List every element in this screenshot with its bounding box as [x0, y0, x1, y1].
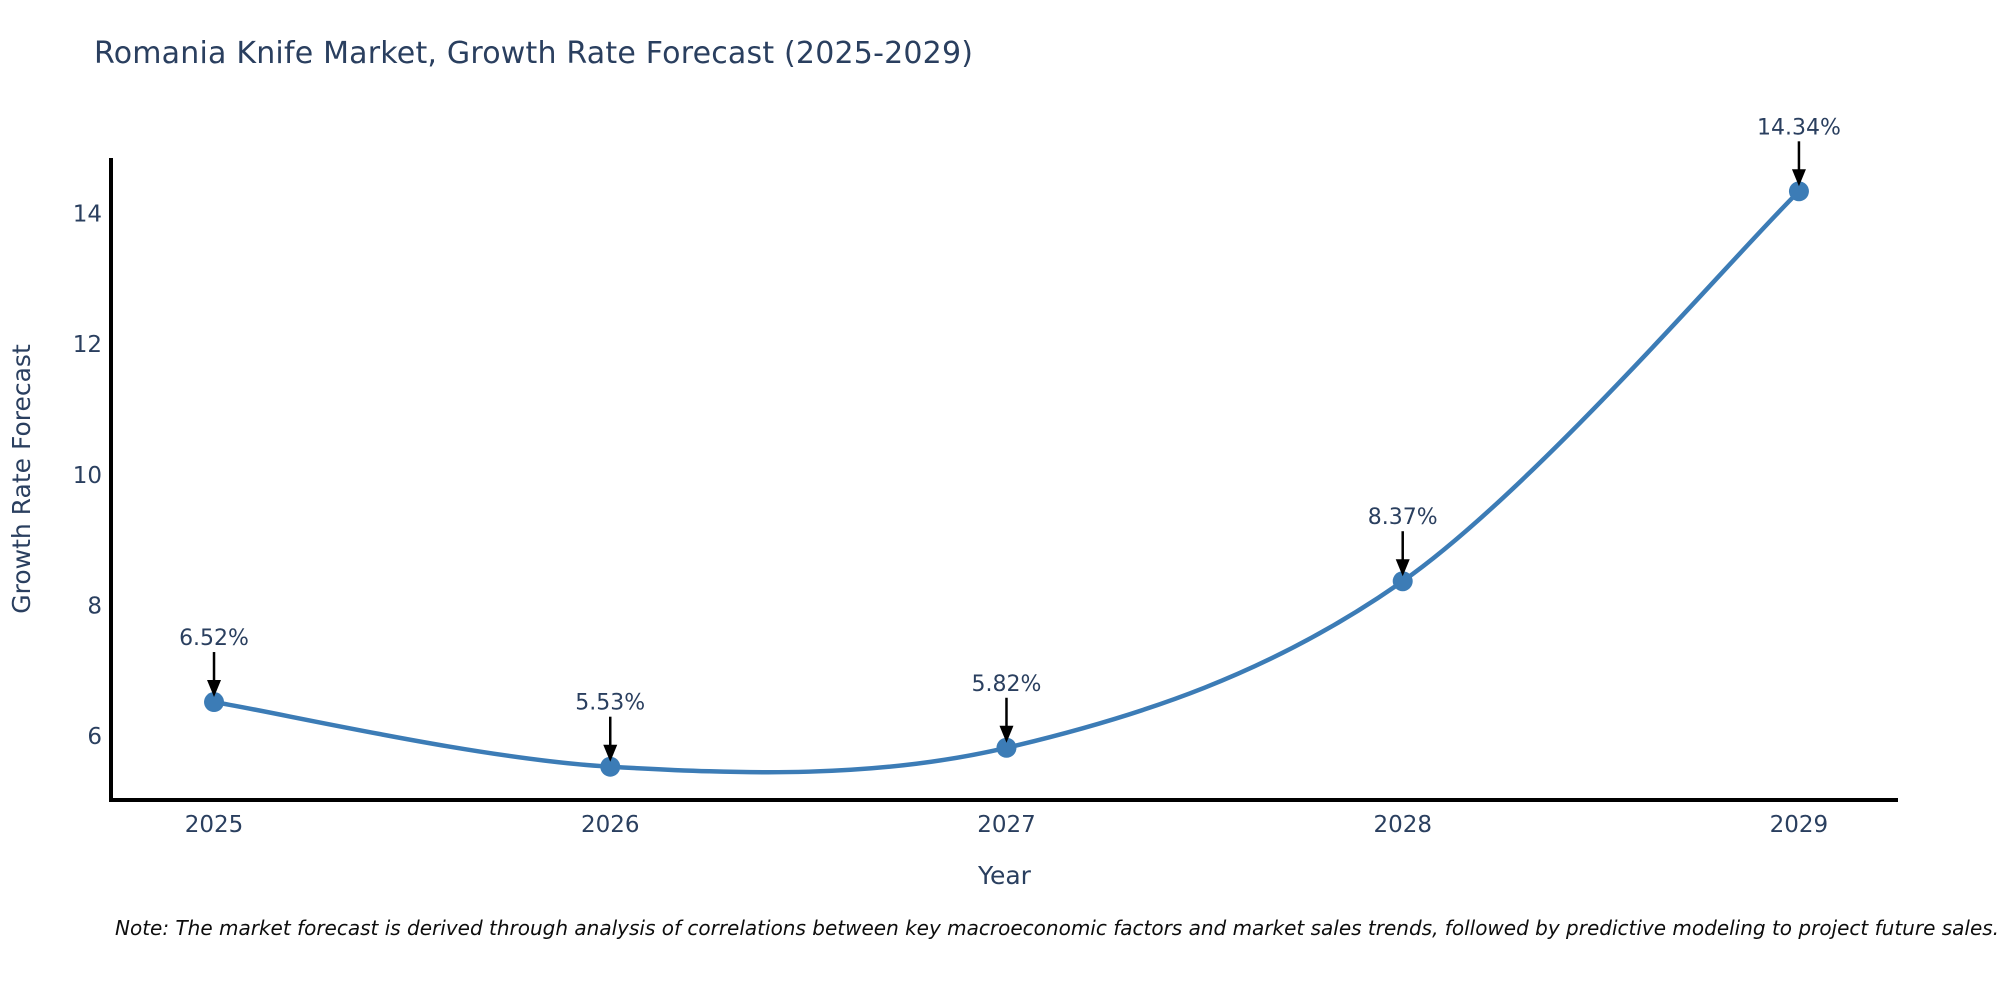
annotation-arrowhead [1791, 169, 1806, 187]
annotation-arrowhead [603, 744, 618, 762]
annotation-label: 6.52% [179, 626, 249, 651]
annotation-label: 8.37% [1368, 505, 1438, 530]
annotation-arrowhead [999, 725, 1014, 743]
annotation-label: 5.82% [972, 672, 1042, 697]
annotation-arrowhead [1395, 559, 1410, 577]
y-tick-label: 10 [73, 463, 102, 489]
axis-lines [109, 158, 1898, 802]
annotation-arrowhead [207, 680, 222, 698]
footnote: Note: The market forecast is derived thr… [115, 916, 2000, 940]
x-tick-label: 2026 [581, 812, 640, 838]
x-axis-title: Year [977, 861, 1032, 890]
annotation-label: 14.34% [1757, 115, 1841, 140]
annotation-label: 5.53% [575, 691, 645, 716]
chart-title: Romania Knife Market, Growth Rate Foreca… [94, 36, 974, 71]
x-tick-label: 2025 [185, 812, 244, 838]
y-tick-label: 14 [73, 202, 102, 228]
data-point-marker [1788, 181, 1809, 202]
y-tick-label: 12 [73, 332, 102, 358]
y-axis-title: Growth Rate Forecast [7, 344, 36, 614]
x-tick-label: 2028 [1373, 812, 1432, 838]
data-point-marker [1392, 571, 1413, 592]
x-tick-label: 2027 [977, 812, 1036, 838]
y-tick-label: 8 [87, 593, 102, 619]
y-tick-label: 6 [87, 724, 102, 750]
data-point-marker [204, 692, 225, 713]
data-point-marker [996, 737, 1017, 758]
data-point-marker [600, 756, 621, 777]
x-tick-label: 2029 [1770, 812, 1829, 838]
